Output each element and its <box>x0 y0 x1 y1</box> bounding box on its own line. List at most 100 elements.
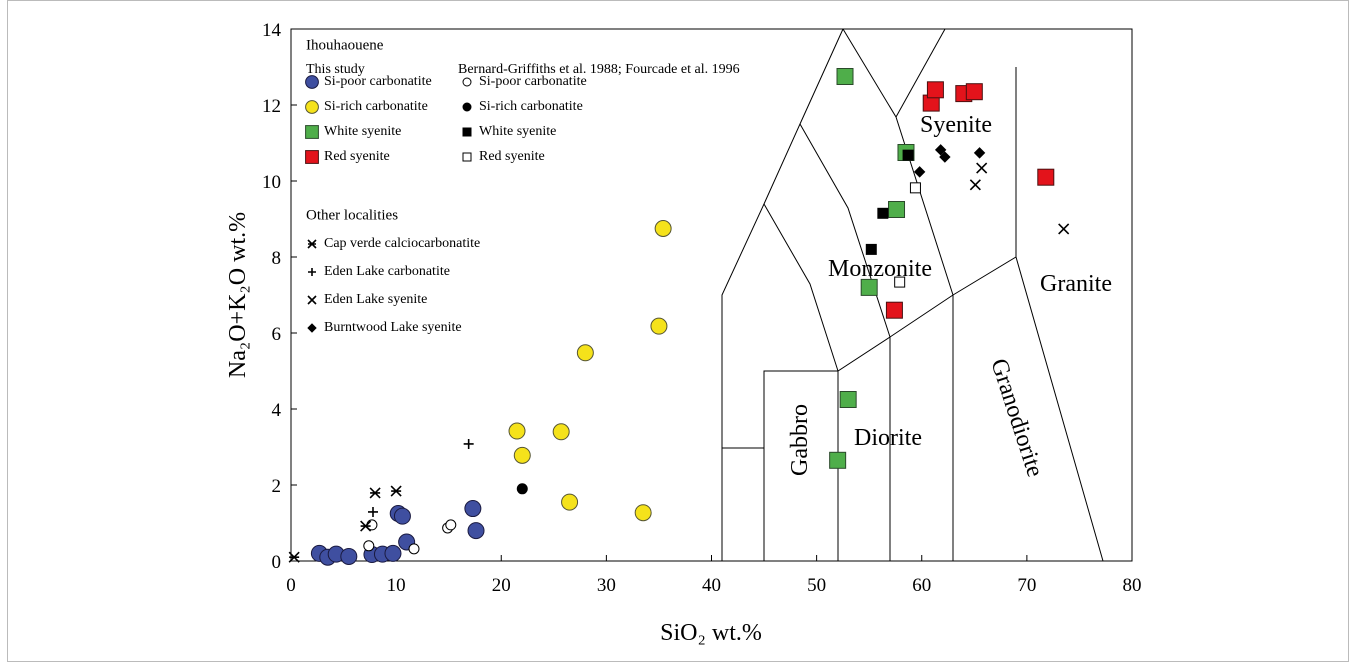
data-point <box>829 451 847 469</box>
y-tick-label: 8 <box>272 248 282 269</box>
x-tick-label: 60 <box>912 575 931 596</box>
legend-marker <box>462 102 472 112</box>
x-tick-label: 0 <box>286 575 296 596</box>
data-point <box>976 162 988 174</box>
legend-marker <box>462 152 472 162</box>
data-point <box>836 68 854 85</box>
legend-label: Si-poor carbonatite <box>324 74 432 89</box>
data-point <box>926 81 944 99</box>
data-point <box>885 301 903 319</box>
data-point <box>390 485 402 497</box>
y-tick-label: 10 <box>262 172 281 193</box>
legend-label: White syenite <box>479 124 556 139</box>
legend-heading: Bernard-Griffiths et al. 1988; Fourcade … <box>458 62 740 77</box>
data-point <box>408 543 420 555</box>
data-point <box>969 179 981 191</box>
data-point <box>561 493 579 511</box>
legend-label: Eden Lake syenite <box>324 292 427 307</box>
data-point <box>934 144 947 156</box>
legend-label: Si-rich carbonatite <box>324 99 428 114</box>
field-label: Diorite <box>854 425 922 451</box>
y-tick-label: 0 <box>272 552 282 573</box>
x-tick-label: 70 <box>1017 575 1036 596</box>
x-axis-label: SiO₂ wt.% <box>660 620 762 646</box>
data-point <box>894 276 906 288</box>
data-point <box>939 151 951 163</box>
legend-label: Si-rich carbonatite <box>479 99 583 114</box>
legend-label: Red syenite <box>479 149 545 164</box>
field-boundaries <box>721 28 1104 562</box>
field-label: Gabbro <box>787 404 813 476</box>
data-point <box>973 147 986 159</box>
data-point <box>360 520 372 532</box>
data-point <box>1037 168 1055 186</box>
data-point <box>464 500 482 518</box>
y-tick-label: 14 <box>262 20 282 41</box>
legend-marker <box>305 75 319 89</box>
x-tick-label: 80 <box>1123 575 1142 596</box>
data-point <box>576 344 594 362</box>
legend-label: Si-poor carbonatite <box>479 74 587 89</box>
y-tick-label: 2 <box>272 476 282 497</box>
legend-label: Red syenite <box>324 149 390 164</box>
legend-label: Eden Lake carbonatite <box>324 264 450 279</box>
y-axis-label: Na₂O+K₂O wt.% <box>225 212 251 378</box>
legend-marker <box>462 127 472 137</box>
legend-label: White syenite <box>324 124 401 139</box>
data-point <box>513 446 531 464</box>
data-point <box>865 243 877 255</box>
data-point <box>516 483 528 495</box>
legend-marker <box>305 150 319 164</box>
data-point <box>913 166 926 178</box>
frame <box>7 0 1349 662</box>
x-tick-label: 40 <box>702 575 721 596</box>
field-label: Granodiorite <box>985 356 1048 481</box>
data-point <box>877 207 889 219</box>
data-point <box>552 423 570 441</box>
legend-heading: This study <box>306 62 365 77</box>
data-point <box>860 278 878 296</box>
legend-marker <box>307 323 317 333</box>
data-point <box>445 519 457 531</box>
data-point <box>965 83 983 101</box>
legend-heading: Ihouhaouene <box>306 37 384 53</box>
data-point <box>634 504 652 522</box>
data-point <box>367 506 378 517</box>
data-point <box>467 522 485 540</box>
y-tick-label: 12 <box>262 96 281 117</box>
data-point <box>1058 223 1070 235</box>
field-label: Granite <box>1040 271 1112 297</box>
x-tick-label: 10 <box>387 575 406 596</box>
legend-marker <box>462 77 472 87</box>
data-point <box>650 317 668 335</box>
legend-marker <box>307 239 317 249</box>
field-label: Monzonite <box>828 256 932 282</box>
legend-heading: Other localities <box>306 207 398 223</box>
data-point <box>909 182 921 194</box>
data-point <box>363 540 375 552</box>
data-point <box>369 487 381 499</box>
legend-marker <box>305 125 319 139</box>
x-tick-label: 30 <box>597 575 616 596</box>
data-point <box>384 544 402 562</box>
x-tick-label: 50 <box>807 575 826 596</box>
data-point <box>393 507 411 525</box>
y-tick-label: 4 <box>272 400 282 421</box>
legend-marker <box>308 268 316 276</box>
data-point <box>288 551 300 563</box>
field-label: Syenite <box>920 112 992 138</box>
data-point <box>888 201 906 218</box>
legend-marker <box>307 295 317 305</box>
data-point <box>508 422 526 440</box>
legend-label: Cap verde calciocarbonatite <box>324 236 480 251</box>
y-tick-label: 6 <box>272 324 282 345</box>
data-point <box>654 220 672 237</box>
legend-label: Burntwood Lake syenite <box>324 320 462 335</box>
data-point <box>463 438 474 449</box>
data-point <box>839 391 857 408</box>
legend-marker <box>305 100 319 114</box>
data-point <box>340 547 358 565</box>
x-tick-label: 20 <box>492 575 511 596</box>
data-point <box>902 149 914 161</box>
